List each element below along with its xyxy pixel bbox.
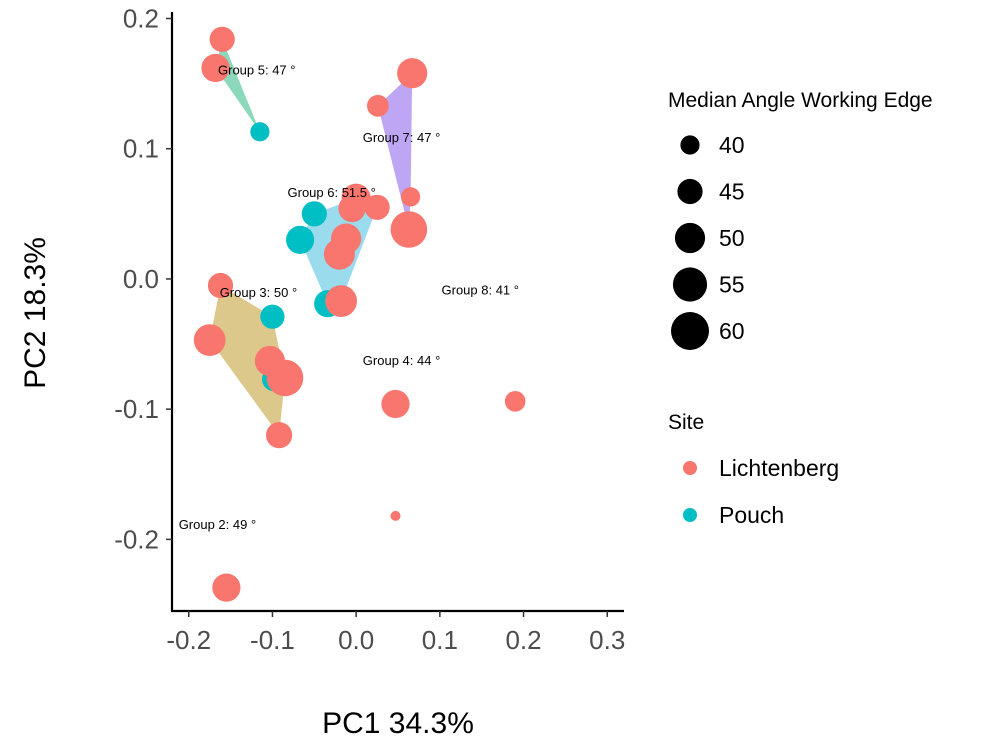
size-legend-label: 50: [719, 225, 745, 251]
data-point: [390, 211, 428, 248]
group-annotation: Group 6: 51.5 °: [288, 185, 376, 200]
size-legend-key: [677, 178, 703, 205]
size-legend-key: [671, 312, 709, 350]
hull-group-5: [215, 39, 260, 132]
data-point: [266, 359, 304, 397]
x-tick-label: 0.3: [589, 625, 625, 655]
y-tick-label: 0.2: [123, 4, 159, 34]
axes: [170, 12, 624, 613]
y-tick-label: -0.1: [114, 394, 159, 424]
data-point: [504, 391, 526, 412]
data-point: [364, 194, 390, 220]
data-point: [250, 122, 270, 142]
y-tick-label: 0.1: [123, 134, 159, 164]
size-legend-entries: 40 45 50 55 60: [671, 132, 745, 350]
data-point: [401, 187, 421, 207]
size-legend-label: 45: [719, 179, 745, 205]
data-point: [397, 58, 428, 89]
group-annotation: Group 3: 50 °: [220, 285, 297, 300]
data-point: [193, 324, 226, 356]
x-tick-label: 0.0: [338, 625, 374, 655]
size-legend-key: [672, 267, 708, 302]
group-annotations: Group 5: 47 ° Group 7: 47 ° Group 6: 51.5 …: [179, 63, 519, 533]
x-tick-label: -0.1: [250, 625, 295, 655]
group-annotation: Group 2: 49 °: [179, 517, 256, 532]
data-point: [266, 422, 293, 449]
group-annotation: Group 5: 47 °: [218, 63, 295, 78]
y-tick-label: 0.0: [123, 264, 159, 294]
size-legend-key: [674, 222, 706, 254]
group-annotation: Group 7: 47 °: [363, 130, 440, 145]
color-legend-title: Site: [668, 411, 704, 434]
data-point: [323, 238, 355, 270]
y-tick-label: -0.2: [114, 524, 159, 554]
color-legend-key: [683, 461, 697, 475]
size-legend-label: 40: [719, 132, 745, 158]
axis-ticks: -0.2 -0.1 0.0 0.1 0.2 0.3 -0.2 -0.1 0.0 0.1 0.2: [114, 4, 625, 655]
y-axis-title: PC2 18.3%: [19, 237, 52, 389]
data-point: [207, 272, 234, 299]
data-point: [301, 201, 327, 227]
size-legend-label: 55: [719, 272, 745, 298]
data-point: [286, 225, 315, 254]
data-points: [193, 26, 526, 602]
data-point: [325, 285, 357, 317]
data-point: [209, 26, 235, 52]
data-point: [201, 53, 230, 83]
size-legend-title: Median Angle Working Edge: [668, 89, 933, 112]
data-point: [338, 195, 366, 223]
x-tick-label: 0.2: [505, 625, 541, 655]
x-tick-label: 0.1: [422, 625, 458, 655]
data-point: [260, 304, 285, 329]
data-point: [212, 573, 241, 602]
size-legend-key: [680, 135, 700, 155]
data-point: [367, 94, 389, 117]
x-tick-label: -0.2: [166, 625, 211, 655]
size-legend-label: 60: [719, 318, 745, 344]
x-axis-title: PC1 34.3%: [322, 707, 474, 736]
legend: Median Angle Working Edge 40 45 50 55 60 Sit…: [668, 89, 933, 528]
group-annotation: Group 8: 41 °: [442, 283, 519, 298]
group-annotation: Group 4: 44 °: [363, 353, 440, 368]
color-legend-label: Lichtenberg: [719, 455, 839, 481]
color-legend-entries: Lichtenberg Pouch: [683, 455, 839, 528]
data-point: [381, 389, 410, 419]
color-legend-label: Pouch: [719, 502, 784, 528]
color-legend-key: [683, 508, 697, 522]
data-point: [390, 510, 401, 521]
